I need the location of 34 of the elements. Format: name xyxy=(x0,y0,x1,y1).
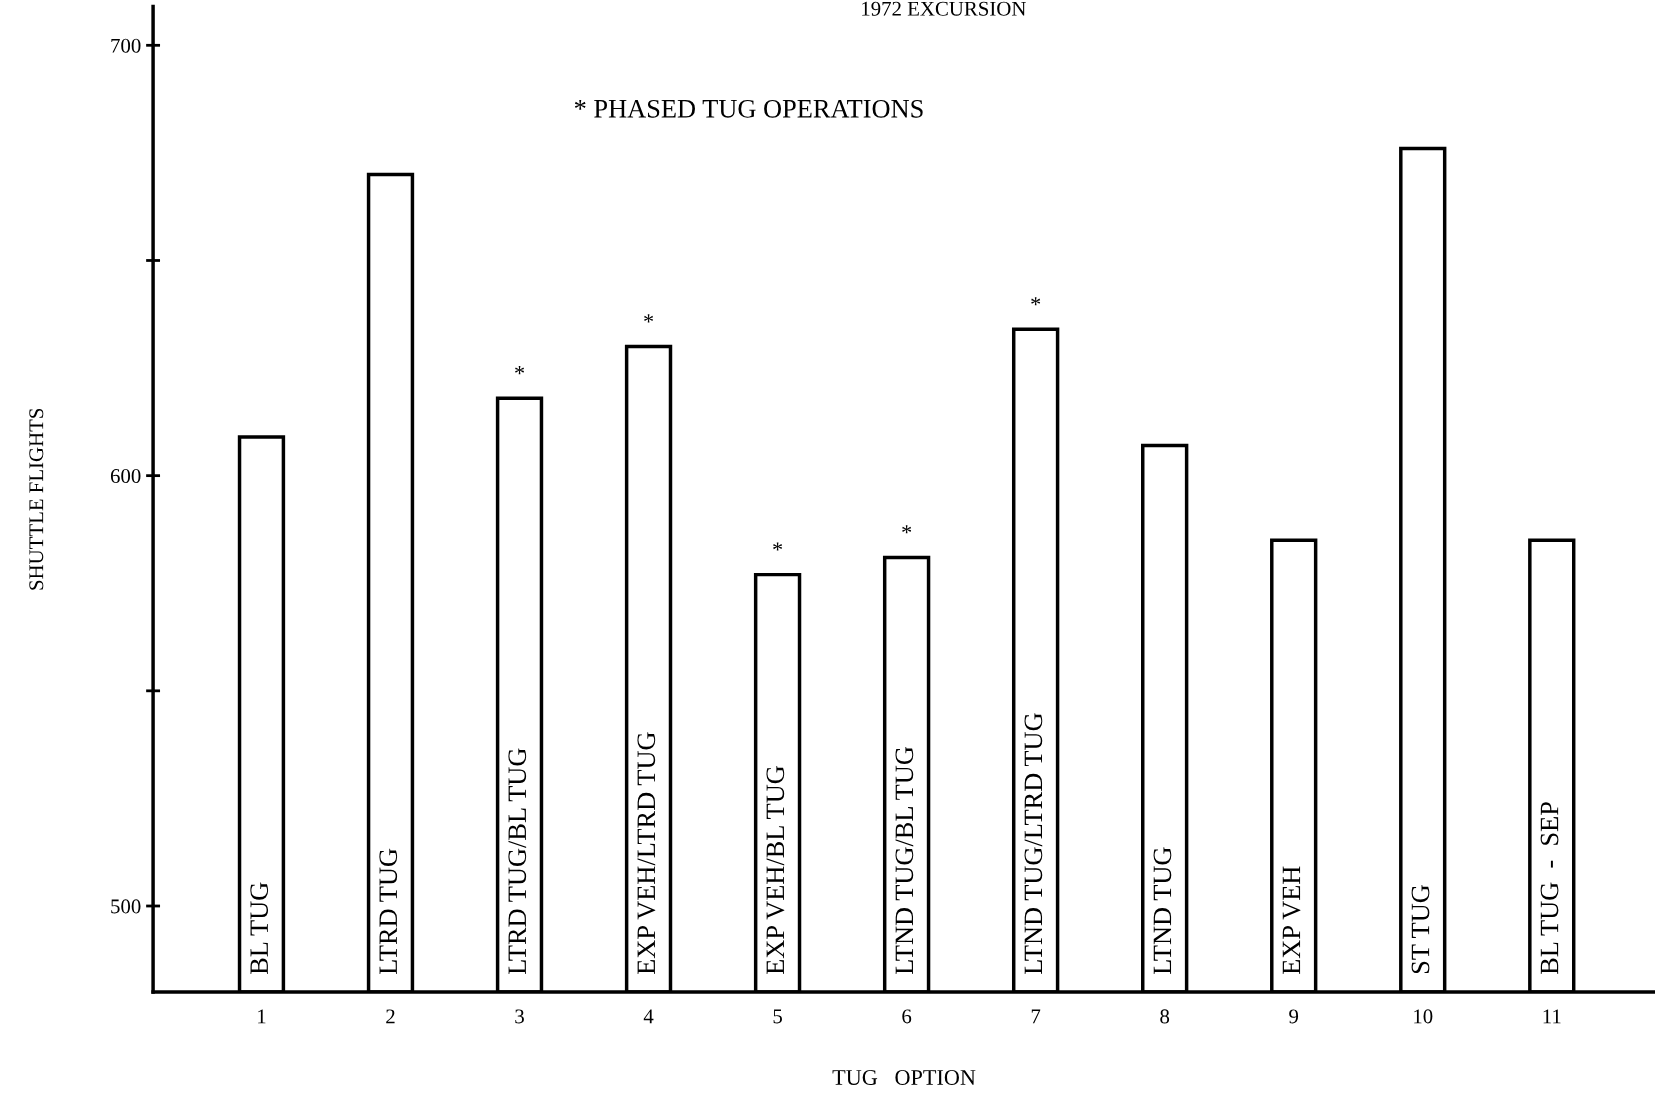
y-axis-title: SHUTTLE FLIGHTS xyxy=(29,408,44,590)
annotation: EXP VEH xyxy=(1282,866,1301,975)
x-tick-label: 6 xyxy=(902,1009,912,1024)
y-tick-label: 600 xyxy=(110,469,141,484)
annotation: LTRD TUG xyxy=(379,848,398,975)
x-tick-label: 11 xyxy=(1543,1009,1561,1024)
x-tick-label: 3 xyxy=(515,1009,524,1024)
x-tick-label: 8 xyxy=(1160,1009,1170,1024)
annotation: LTND TUG xyxy=(1153,847,1172,975)
annotation: * xyxy=(644,314,654,323)
x-tick-label: 4 xyxy=(643,1009,654,1024)
annotation: EXP VEH/BL TUG xyxy=(766,766,785,975)
annotation: * xyxy=(902,525,912,534)
x-tick-label: 1 xyxy=(258,1009,266,1024)
x-tick-label: 5 xyxy=(773,1009,782,1024)
x-tick-label: 7 xyxy=(1031,1009,1041,1024)
annotation: LTND TUG/LTRD TUG xyxy=(1024,713,1043,975)
annotation: EXP VEH/LTRD TUG xyxy=(637,732,656,975)
annotation: * PHASED TUG OPERATIONS xyxy=(574,99,923,118)
annotation: LTND TUG/BL TUG xyxy=(895,746,914,975)
y-tick-label: 500 xyxy=(111,899,141,914)
x-tick-label: 9 xyxy=(1289,1009,1299,1024)
annotation: BL TUG xyxy=(250,882,269,975)
annotation: * xyxy=(773,542,783,551)
annotation: LTRD TUG/BL TUG xyxy=(508,748,527,975)
annotation: BL TUG - SEP xyxy=(1540,802,1559,975)
chart-title: 1972 EXCURSION xyxy=(862,1,1026,16)
annotation: * xyxy=(1031,297,1041,306)
x-tick-label: 10 xyxy=(1414,1009,1433,1024)
x-tick-label: 2 xyxy=(386,1009,395,1024)
y-tick-label: 700 xyxy=(111,38,141,53)
x-axis-title: TUG OPTION xyxy=(832,1070,976,1085)
annotation: ST TUG xyxy=(1411,884,1430,974)
annotation: * xyxy=(515,365,525,375)
